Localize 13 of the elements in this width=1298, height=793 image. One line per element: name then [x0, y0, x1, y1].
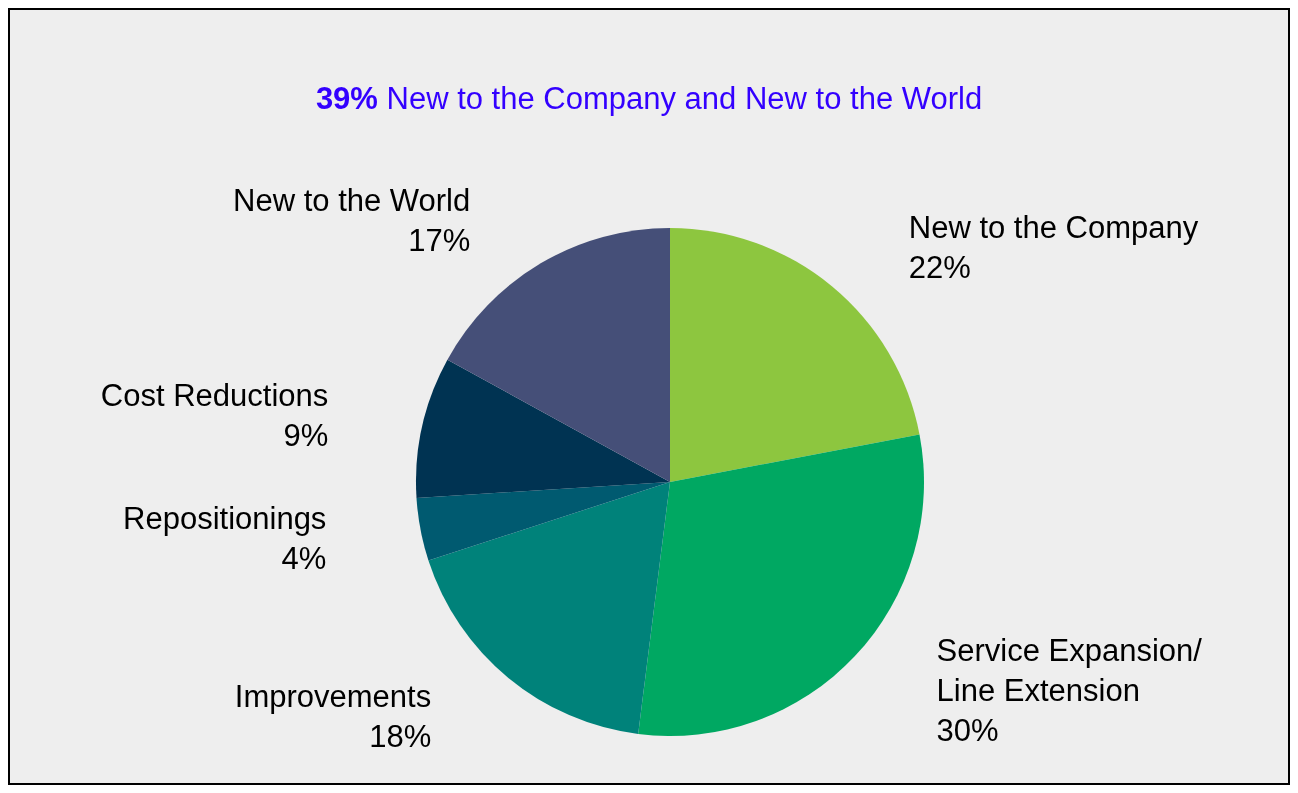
slice-label: Improvements — [234, 678, 432, 714]
data-label: 4% — [281, 541, 327, 577]
slice-label: Service Expansion/ Line Extension — [936, 632, 1211, 708]
data-label: 18% — [369, 718, 432, 754]
chart-title: 39% New to the Company and New to the World — [315, 81, 983, 116]
data-label: 22% — [908, 250, 971, 286]
slice-label: Repositionings — [123, 501, 327, 537]
data-label: 9% — [283, 418, 329, 454]
slice-label: New to the Company — [908, 210, 1199, 246]
slice-label: New to the World — [233, 182, 471, 218]
data-label: 30% — [936, 712, 999, 748]
slice-label: Cost Reductions — [100, 378, 329, 414]
data-label: 17% — [408, 222, 471, 258]
